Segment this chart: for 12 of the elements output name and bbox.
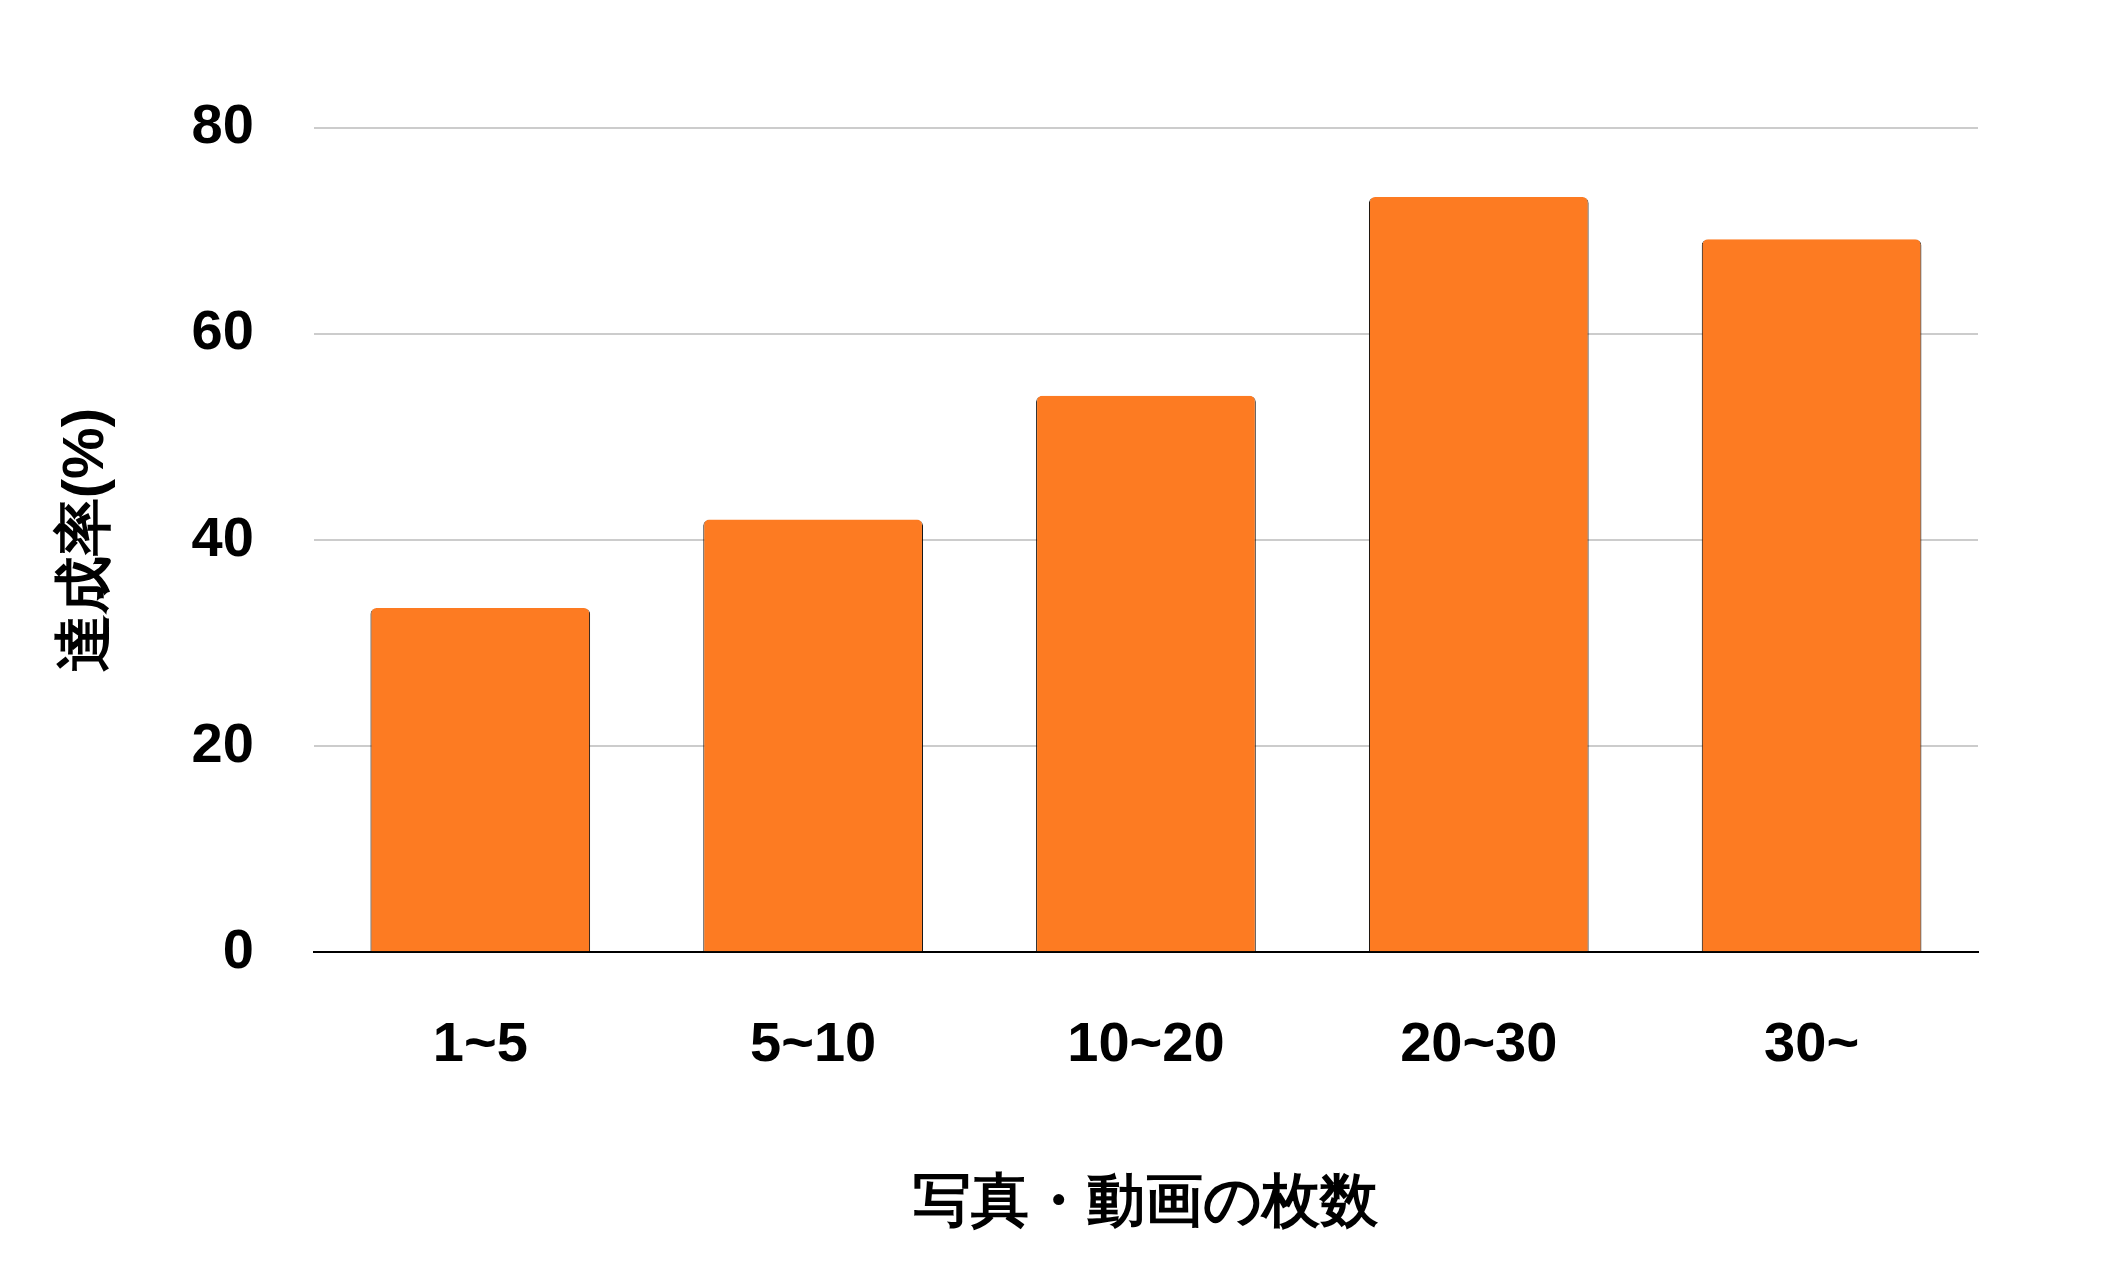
y-tick-label: 60 — [191, 298, 254, 362]
x-axis-title: 写真・動画の枚数 — [913, 1167, 1380, 1233]
y-tick-label: 0 — [222, 916, 254, 980]
y-tick-label: 80 — [191, 92, 254, 156]
y-tick-label: 40 — [191, 504, 254, 568]
x-tick-label: 5~10 — [750, 1010, 877, 1074]
y-tick-label: 20 — [191, 710, 254, 774]
x-tick-label: 30~ — [1764, 1010, 1860, 1074]
y-axis-title: 達成率(%) — [49, 408, 115, 673]
x-tick-label: 20~30 — [1400, 1010, 1558, 1074]
x-tick-label: 10~20 — [1067, 1010, 1225, 1074]
x-tick-label: 1~5 — [432, 1010, 528, 1074]
